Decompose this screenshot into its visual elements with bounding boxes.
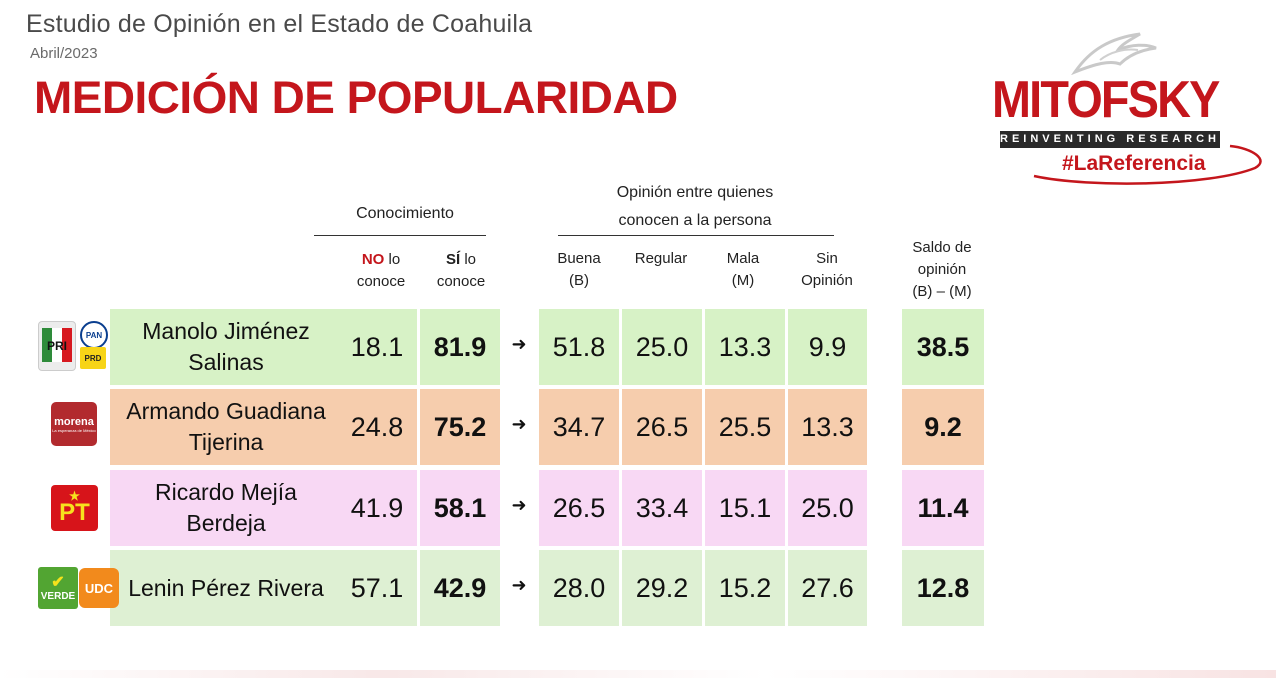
saldo-value: 9.2 — [902, 389, 984, 465]
arrow-icon: ➜ — [511, 575, 527, 595]
star-icon: ★ — [69, 489, 80, 503]
si-conoce-value: 58.1 — [420, 470, 500, 546]
col-si-conoce: SÍ lo conoce — [436, 251, 486, 290]
candidate-name: Armando Guadiana Tijerina — [110, 389, 342, 465]
mala-value: 15.1 — [705, 470, 785, 546]
sin-opinion-value: 13.3 — [788, 389, 867, 465]
pri-logo: PRI — [38, 321, 76, 371]
col-saldo: Saldo de opinión (B) – (M) — [912, 239, 972, 300]
bird-emblem-icon — [1071, 32, 1157, 75]
buena-value: 28.0 — [539, 550, 619, 626]
col-no-conoce: NO lo conoce — [356, 251, 406, 290]
candidate-name: Lenin Pérez Rivera — [110, 550, 342, 626]
prd-logo: PRD — [80, 347, 106, 369]
mala-value: 15.2 — [705, 550, 785, 626]
check-icon: ✔ — [51, 573, 65, 591]
pt-logo: ★ PT — [51, 485, 98, 531]
arrow-icon: ➜ — [511, 334, 527, 354]
verde-logo: ✔ VERDE — [38, 567, 78, 609]
study-date: Abril/2023 — [30, 45, 98, 62]
mala-value: 13.3 — [705, 309, 785, 385]
no-conoce-value: 18.1 — [337, 309, 417, 385]
saldo-value: 38.5 — [902, 309, 984, 385]
buena-value: 34.7 — [539, 389, 619, 465]
si-conoce-value: 81.9 — [420, 309, 500, 385]
regular-value: 25.0 — [622, 309, 702, 385]
no-label: NO — [361, 251, 385, 268]
si-conoce-value: 75.2 — [420, 389, 500, 465]
sin-opinion-value: 9.9 — [788, 309, 867, 385]
saldo-value: 11.4 — [902, 470, 984, 546]
pri-pan-prd-logo: PRI PAN PRD — [38, 321, 108, 371]
buena-value: 51.8 — [539, 309, 619, 385]
header-divider — [314, 235, 486, 236]
sin-opinion-value: 25.0 — [788, 470, 867, 546]
col-sin-opinion: Sin Opinión — [801, 250, 853, 289]
swoosh-icon — [1033, 144, 1262, 185]
col-mala: Mala (M) — [726, 250, 760, 289]
arrow-icon: ➜ — [511, 414, 527, 434]
logo-tagline: REINVENTING RESEARCH — [1000, 131, 1220, 148]
no-conoce-value: 41.9 — [337, 470, 417, 546]
saldo-value: 12.8 — [902, 550, 984, 626]
candidate-name: Ricardo Mejía Berdeja — [110, 470, 342, 546]
arrow-icon: ➜ — [511, 495, 527, 515]
header-conocimiento: Conocimiento — [356, 205, 454, 222]
main-title: MEDICIÓN DE POPULARIDAD — [34, 72, 678, 123]
header-opinion-line2: conocen a la persona — [618, 212, 772, 229]
regular-value: 29.2 — [622, 550, 702, 626]
no-conoce-value: 24.8 — [337, 389, 417, 465]
study-title: Estudio de Opinión en el Estado de Coahu… — [26, 10, 533, 38]
pan-logo: PAN — [80, 321, 108, 349]
mala-value: 25.5 — [705, 389, 785, 465]
header-divider — [558, 235, 834, 236]
no-conoce-value: 57.1 — [337, 550, 417, 626]
sin-opinion-value: 27.6 — [788, 550, 867, 626]
col-regular: Regular — [634, 250, 688, 267]
bottom-decoration — [0, 670, 1276, 678]
regular-value: 26.5 — [622, 389, 702, 465]
buena-value: 26.5 — [539, 470, 619, 546]
logo-hashtag: #LaReferencia — [1062, 152, 1206, 175]
logo-wordmark: MITOFSKY — [992, 71, 1220, 129]
mitofsky-logo: MITOFSKY REINVENTING RESEARCH #LaReferen… — [990, 30, 1262, 190]
candidate-name: Manolo Jiménez Salinas — [110, 309, 342, 385]
col-buena: Buena (B) — [557, 250, 601, 289]
morena-logo: morena La esperanza de México — [51, 402, 97, 446]
udc-logo: UDC — [79, 568, 119, 608]
header-opinion-line1: Opinión entre quienes — [616, 184, 774, 201]
regular-value: 33.4 — [622, 470, 702, 546]
si-conoce-value: 42.9 — [420, 550, 500, 626]
si-label: SÍ — [445, 251, 461, 268]
verde-udc-logo: ✔ VERDE UDC — [38, 567, 120, 609]
